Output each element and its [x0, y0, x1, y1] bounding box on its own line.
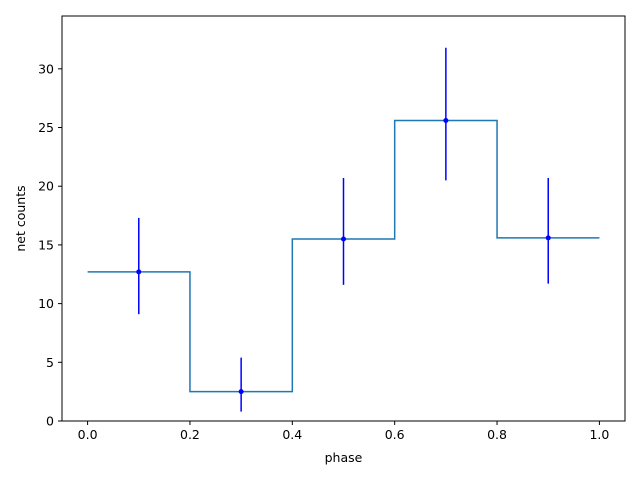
- y-tick-label: 0: [46, 414, 54, 429]
- x-tick-label: 0.0: [78, 427, 98, 442]
- x-tick-label: 1.0: [589, 427, 609, 442]
- x-axis-label: phase: [325, 450, 363, 465]
- plot-layer: [87, 47, 600, 412]
- y-axis-label: net counts: [13, 185, 28, 251]
- y-axis-ticks: 0 5 10 15 20 25 30: [38, 61, 62, 429]
- x-tick-label: 0.8: [487, 427, 507, 442]
- data-point: [341, 236, 346, 242]
- data-point: [238, 389, 244, 395]
- data-point: [136, 269, 142, 275]
- y-tick-label: 5: [46, 355, 54, 370]
- x-axis-ticks: 0.0 0.2 0.4 0.6 0.8 1.0: [78, 421, 609, 442]
- y-tick-label: 30: [38, 61, 54, 76]
- data-point: [545, 235, 551, 241]
- y-tick-label: 20: [38, 179, 54, 194]
- y-tick-label: 10: [38, 296, 54, 311]
- x-tick-label: 0.6: [385, 427, 405, 442]
- x-tick-label: 0.2: [180, 427, 200, 442]
- plot-frame: [61, 15, 626, 422]
- x-tick-label: 0.4: [282, 427, 302, 442]
- y-tick-label: 25: [38, 120, 54, 135]
- data-point: [443, 117, 449, 123]
- y-tick-label: 15: [38, 237, 54, 252]
